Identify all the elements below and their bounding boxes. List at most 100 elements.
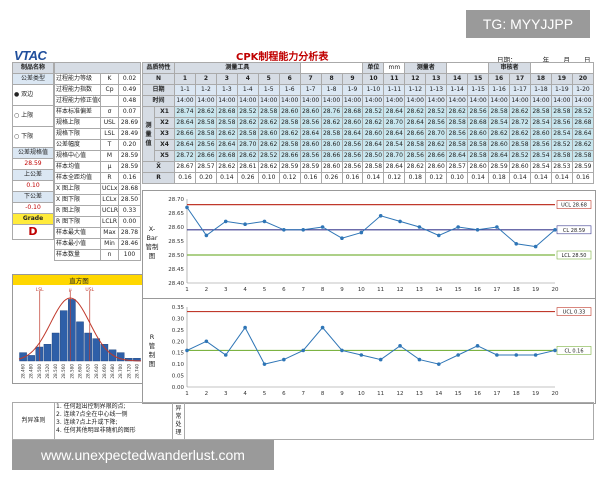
measurement-cell[interactable]: 28.54: [529, 117, 552, 129]
measurement-cell[interactable]: 28.58: [236, 128, 259, 140]
measurement-cell[interactable]: 28.58: [194, 117, 217, 129]
measurement-cell[interactable]: 28.54: [488, 117, 511, 129]
abnormal-handling-area[interactable]: [184, 402, 594, 440]
sample-time[interactable]: 14:00: [488, 95, 511, 107]
sample-date[interactable]: 1-9: [341, 84, 364, 96]
measurement-cell[interactable]: 28.52: [571, 106, 595, 118]
measurement-cell[interactable]: 28.60: [299, 139, 322, 151]
measurement-cell[interactable]: 28.56: [341, 150, 364, 162]
sample-time[interactable]: 14:00: [257, 95, 280, 107]
tool-value[interactable]: [299, 62, 364, 74]
measurement-cell[interactable]: 28.68: [215, 150, 238, 162]
measurement-cell[interactable]: 28.60: [529, 128, 552, 140]
measurement-cell[interactable]: 28.64: [383, 106, 406, 118]
sample-time[interactable]: 14:00: [278, 95, 301, 107]
measurement-cell[interactable]: 28.60: [320, 139, 343, 151]
sample-date[interactable]: 1-13: [425, 84, 448, 96]
reviewer-value[interactable]: [529, 62, 595, 74]
sample-time[interactable]: 14:00: [383, 95, 406, 107]
measurement-cell[interactable]: 28.66: [194, 150, 217, 162]
sample-date[interactable]: 1-11: [383, 84, 406, 96]
sample-date[interactable]: 1-5: [257, 84, 280, 96]
measurement-cell[interactable]: 28.58: [257, 106, 280, 118]
measurement-cell[interactable]: 28.68: [571, 117, 595, 129]
measurement-cell[interactable]: 28.58: [488, 106, 511, 118]
measurement-cell[interactable]: 28.58: [446, 117, 469, 129]
measurement-cell[interactable]: 28.60: [341, 117, 364, 129]
measurement-cell[interactable]: 28.64: [299, 128, 322, 140]
measurement-cell[interactable]: 28.52: [509, 150, 531, 162]
measurement-cell[interactable]: 28.60: [299, 106, 322, 118]
sample-date[interactable]: 1-15: [467, 84, 490, 96]
measurement-cell[interactable]: 28.66: [404, 128, 427, 140]
measurement-cell[interactable]: 28.64: [383, 128, 406, 140]
measurement-cell[interactable]: 28.64: [362, 139, 385, 151]
spec-value[interactable]: 28.59: [12, 158, 54, 170]
measurement-cell[interactable]: 28.58: [529, 106, 552, 118]
measurement-cell[interactable]: 28.64: [404, 117, 427, 129]
measurement-cell[interactable]: 28.62: [236, 150, 259, 162]
measurement-cell[interactable]: 28.56: [446, 128, 469, 140]
sample-date[interactable]: 1-2: [194, 84, 217, 96]
sample-time[interactable]: 14:00: [467, 95, 490, 107]
sample-date[interactable]: 1-20: [571, 84, 595, 96]
measurement-cell[interactable]: 28.56: [299, 150, 322, 162]
measurement-cell[interactable]: 28.62: [488, 128, 511, 140]
measurement-cell[interactable]: 28.64: [488, 150, 511, 162]
measurement-cell[interactable]: 28.76: [320, 106, 343, 118]
sample-time[interactable]: 14:00: [299, 95, 322, 107]
sample-time[interactable]: 14:00: [320, 95, 343, 107]
measurement-cell[interactable]: 28.60: [362, 128, 385, 140]
measurement-cell[interactable]: 28.62: [509, 106, 531, 118]
sample-date[interactable]: 1-7: [299, 84, 322, 96]
sample-time[interactable]: 14:00: [529, 95, 552, 107]
measurement-cell[interactable]: 28.64: [341, 128, 364, 140]
measurement-cell[interactable]: 28.56: [467, 106, 490, 118]
sample-date[interactable]: 1-6: [278, 84, 301, 96]
upper-tol[interactable]: 0.10: [12, 180, 54, 192]
measurement-cell[interactable]: 28.60: [467, 128, 490, 140]
sample-time[interactable]: 14:00: [194, 95, 217, 107]
radio-lower[interactable]: ○ 下限: [12, 126, 54, 148]
sample-time[interactable]: 14:00: [215, 95, 238, 107]
measurement-cell[interactable]: 28.54: [550, 128, 573, 140]
sample-time[interactable]: 14:00: [341, 95, 364, 107]
measurement-cell[interactable]: 28.62: [257, 139, 280, 151]
measurement-cell[interactable]: 28.62: [278, 128, 301, 140]
measurement-cell[interactable]: 28.66: [278, 150, 301, 162]
lower-tol[interactable]: -0.10: [12, 202, 54, 214]
sample-date[interactable]: 1-19: [550, 84, 573, 96]
measurement-cell[interactable]: 28.66: [174, 128, 196, 140]
measurement-cell[interactable]: 28.58: [467, 139, 490, 151]
sample-time[interactable]: 14:00: [550, 95, 573, 107]
measurement-cell[interactable]: 28.52: [257, 150, 280, 162]
measurement-cell[interactable]: 28.58: [320, 128, 343, 140]
measurement-cell[interactable]: 28.58: [278, 139, 301, 151]
sample-date[interactable]: 1-3: [215, 84, 238, 96]
measurer-value[interactable]: [446, 62, 490, 74]
measurement-cell[interactable]: 28.50: [362, 150, 385, 162]
measurement-cell[interactable]: 28.62: [236, 117, 259, 129]
measurement-cell[interactable]: 28.56: [550, 117, 573, 129]
measurement-cell[interactable]: 28.70: [383, 150, 406, 162]
measurement-cell[interactable]: 28.64: [174, 117, 196, 129]
measurement-cell[interactable]: 28.64: [215, 139, 238, 151]
measurement-cell[interactable]: 28.70: [425, 128, 448, 140]
measurement-cell[interactable]: 28.52: [425, 106, 448, 118]
measurement-cell[interactable]: 28.74: [174, 106, 196, 118]
measurement-cell[interactable]: 28.56: [299, 117, 322, 129]
sample-date[interactable]: 1-18: [529, 84, 552, 96]
measurement-cell[interactable]: 28.58: [194, 128, 217, 140]
radio-upper[interactable]: ○ 上限: [12, 105, 54, 127]
measurement-cell[interactable]: 28.60: [488, 139, 511, 151]
measurement-cell[interactable]: 28.56: [404, 150, 427, 162]
measurement-cell[interactable]: 28.56: [529, 139, 552, 151]
measurement-cell[interactable]: 28.58: [550, 150, 573, 162]
measurement-cell[interactable]: 28.66: [320, 150, 343, 162]
sample-date[interactable]: 1-17: [509, 84, 531, 96]
measurement-cell[interactable]: 28.64: [571, 128, 595, 140]
measurement-cell[interactable]: 28.62: [571, 139, 595, 151]
measurement-cell[interactable]: 28.66: [425, 150, 448, 162]
measurement-cell[interactable]: 28.58: [446, 139, 469, 151]
sample-time[interactable]: 14:00: [362, 95, 385, 107]
